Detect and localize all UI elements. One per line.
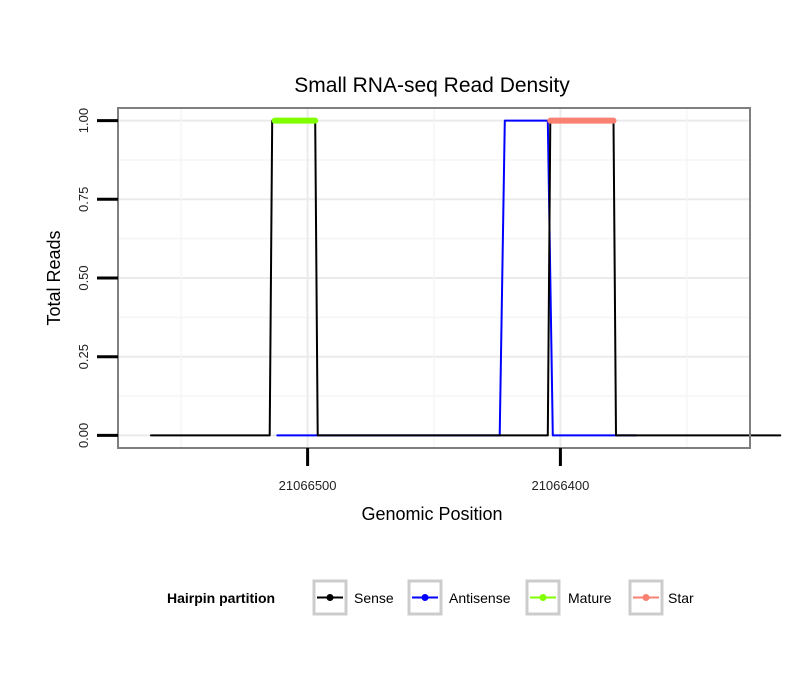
grid-lines xyxy=(118,108,750,448)
x-tick-label: 21066400 xyxy=(531,478,589,493)
chart-title: Small RNA-seq Read Density xyxy=(294,74,570,97)
y-axis: 0.00 0.25 0.50 0.75 1.00 xyxy=(76,108,118,448)
y-tick-label: 0.50 xyxy=(76,265,91,290)
series-layer xyxy=(149,117,782,437)
y-tick-label: 1.00 xyxy=(76,108,91,133)
y-tick-label: 0.25 xyxy=(76,344,91,369)
legend-key-box xyxy=(525,579,561,616)
legend-key-point xyxy=(326,594,334,601)
series-line-sense xyxy=(149,119,782,437)
y-tick-label: 0.00 xyxy=(76,423,91,448)
plot-panel xyxy=(117,107,782,449)
legend-key-point xyxy=(421,594,429,601)
x-axis: 21066500 21066400 xyxy=(279,448,589,493)
x-axis-title: Genomic Position xyxy=(361,504,502,524)
x-tick-label: 21066500 xyxy=(279,478,337,493)
legend-label-star: Star xyxy=(668,590,694,606)
y-tick-label: 0.75 xyxy=(76,187,91,212)
legend-label-mature: Mature xyxy=(568,590,612,606)
legend-items: Sense Antisense Mature Star xyxy=(312,579,694,616)
legend-key-point xyxy=(539,594,547,601)
y-axis-title: Total Reads xyxy=(44,230,64,325)
legend-title: Hairpin partition xyxy=(167,590,275,606)
legend-label-sense: Sense xyxy=(354,590,394,606)
series-line-antisense xyxy=(276,119,638,437)
legend-label-antisense: Antisense xyxy=(449,590,511,606)
legend-key-point xyxy=(642,594,650,601)
legend: Hairpin partition Sense Antisense Mature St… xyxy=(167,579,694,616)
